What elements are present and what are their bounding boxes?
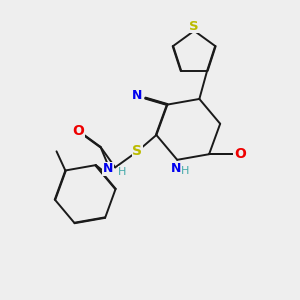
Text: O: O — [234, 147, 246, 161]
Text: N: N — [132, 89, 142, 102]
Text: H: H — [118, 167, 127, 177]
Text: S: S — [189, 20, 199, 33]
Text: H: H — [181, 166, 190, 176]
Text: O: O — [72, 124, 84, 138]
Text: S: S — [132, 144, 142, 158]
Text: N: N — [170, 162, 181, 175]
Text: N: N — [103, 162, 113, 176]
